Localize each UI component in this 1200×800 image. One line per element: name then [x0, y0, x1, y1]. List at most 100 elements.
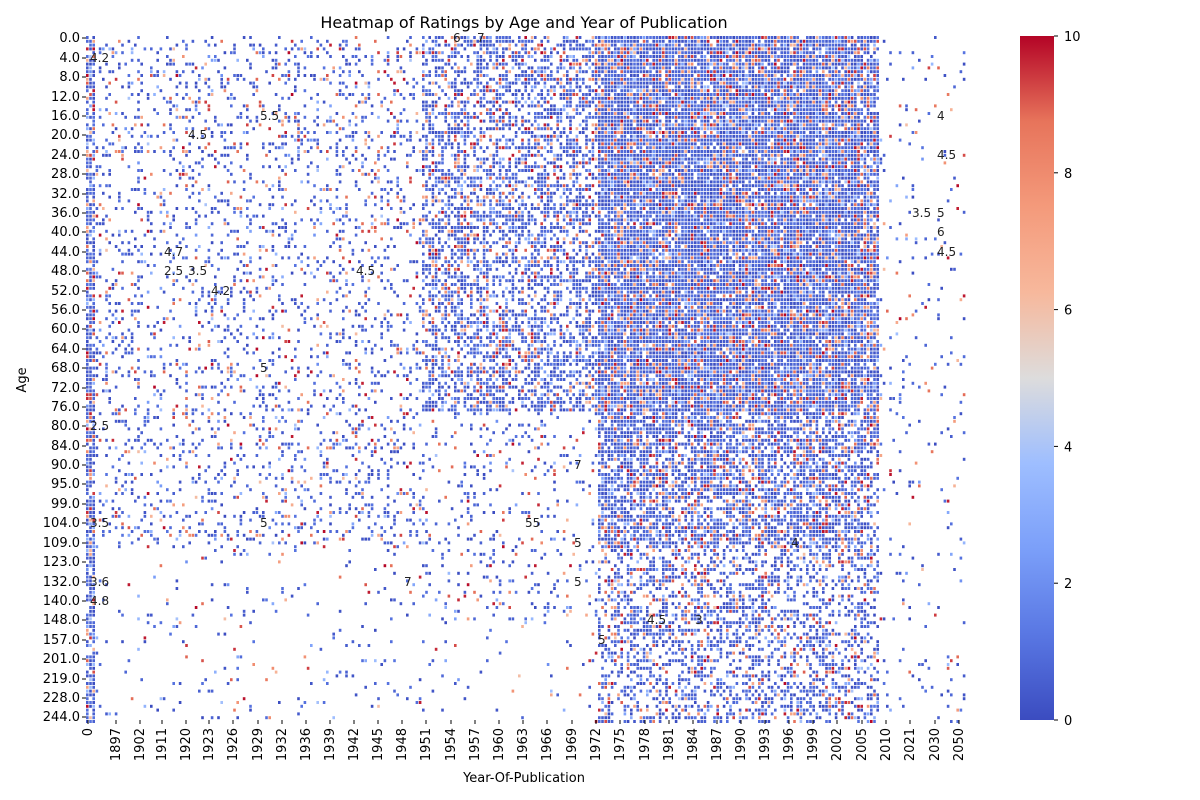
heatmap-cell [482, 157, 486, 161]
heatmap-cell [412, 93, 415, 96]
heatmap-cell [630, 134, 633, 138]
heatmap-cell [751, 66, 755, 70]
heatmap-cell [777, 131, 780, 134]
heatmap-cell [812, 39, 815, 43]
heatmap-cell [601, 146, 604, 150]
heatmap-cell [303, 47, 307, 51]
heatmap-cell [361, 119, 364, 123]
heatmap-cell [860, 157, 863, 161]
heatmap-cell [722, 74, 726, 77]
heatmap-cell [642, 108, 646, 112]
heatmap-cell [454, 115, 457, 119]
heatmap-cell [86, 70, 89, 74]
heatmap-cell [697, 93, 700, 96]
heatmap-cell [770, 134, 774, 138]
heatmap-cell [796, 70, 799, 74]
heatmap-cell [508, 55, 511, 58]
heatmap-cell [559, 85, 563, 89]
heatmap-cell [655, 58, 659, 62]
heatmap-cell [495, 58, 499, 62]
heatmap-cell [857, 165, 860, 169]
heatmap-cell [354, 85, 358, 89]
heatmap-cell [642, 81, 646, 85]
heatmap-cell [153, 150, 156, 153]
heatmap-cell [774, 161, 777, 165]
heatmap-cell [825, 153, 828, 157]
heatmap-cell [303, 127, 307, 131]
heatmap-cell [684, 165, 687, 169]
heatmap-cell [617, 74, 620, 77]
heatmap-cell [828, 93, 831, 96]
heatmap-cell [463, 150, 467, 153]
heatmap-cell [652, 77, 655, 81]
heatmap-cell [617, 81, 620, 85]
heatmap-cell [633, 85, 636, 89]
heatmap-cell [828, 119, 831, 123]
heatmap-cell [790, 81, 793, 85]
heatmap-cell [844, 127, 847, 131]
heatmap-cell [668, 157, 671, 161]
heatmap-cell [220, 74, 223, 77]
heatmap-cell [690, 150, 694, 153]
heatmap-cell [566, 115, 569, 119]
heatmap-cell [617, 165, 620, 169]
heatmap-cell [786, 138, 790, 142]
heatmap-cell [495, 161, 499, 165]
heatmap-cell [92, 85, 95, 89]
heatmap-cell [614, 96, 617, 100]
heatmap-cell [841, 115, 844, 119]
heatmap-cell [486, 66, 489, 70]
heatmap-cell [822, 58, 825, 62]
heatmap-cell [636, 89, 639, 93]
heatmap-cell [505, 81, 508, 85]
heatmap-cell [86, 157, 89, 161]
heatmap-cell [617, 100, 620, 104]
heatmap-cell [751, 58, 755, 62]
heatmap-cell [482, 150, 486, 153]
heatmap-cell [786, 81, 790, 85]
heatmap-cell [406, 165, 409, 169]
heatmap-cell [770, 153, 774, 157]
heatmap-cell [687, 43, 691, 47]
heatmap-cell [668, 146, 671, 150]
heatmap-cell [834, 81, 838, 85]
heatmap-cell [716, 62, 719, 66]
heatmap-cell [825, 131, 828, 134]
heatmap-cell [460, 89, 463, 93]
heatmap-cell [466, 39, 470, 43]
heatmap-cell [847, 66, 851, 70]
heatmap-cell [652, 119, 655, 123]
heatmap-cell [662, 153, 665, 157]
heatmap-cell [281, 123, 284, 127]
heatmap-cell [678, 96, 681, 100]
heatmap-cell [681, 104, 684, 108]
heatmap-cell [796, 112, 799, 115]
heatmap-cell [108, 81, 111, 85]
heatmap-cell [297, 146, 300, 150]
heatmap-cell [687, 55, 691, 58]
heatmap-cell [594, 66, 598, 70]
heatmap-cell [502, 134, 505, 138]
heatmap-cell [89, 39, 92, 43]
heatmap-cell [793, 157, 796, 161]
heatmap-cell [754, 131, 758, 134]
heatmap-cell [655, 47, 659, 51]
heatmap-cell [780, 85, 783, 89]
heatmap-cell [649, 165, 652, 169]
heatmap-cell [582, 77, 585, 81]
heatmap-cell [863, 150, 867, 153]
heatmap-cell [665, 134, 668, 138]
heatmap-cell [134, 146, 137, 150]
heatmap-cell [690, 146, 694, 150]
heatmap-cell [646, 85, 649, 89]
heatmap-cell [111, 131, 115, 134]
heatmap-cell [626, 100, 630, 104]
heatmap-cell [258, 51, 262, 55]
heatmap-cell [863, 47, 867, 51]
heatmap-cell [594, 138, 598, 142]
heatmap-cell [374, 39, 377, 43]
heatmap-cell [786, 119, 790, 123]
heatmap-cell [620, 123, 623, 127]
heatmap-cell [633, 169, 636, 172]
heatmap-cell [745, 81, 748, 85]
